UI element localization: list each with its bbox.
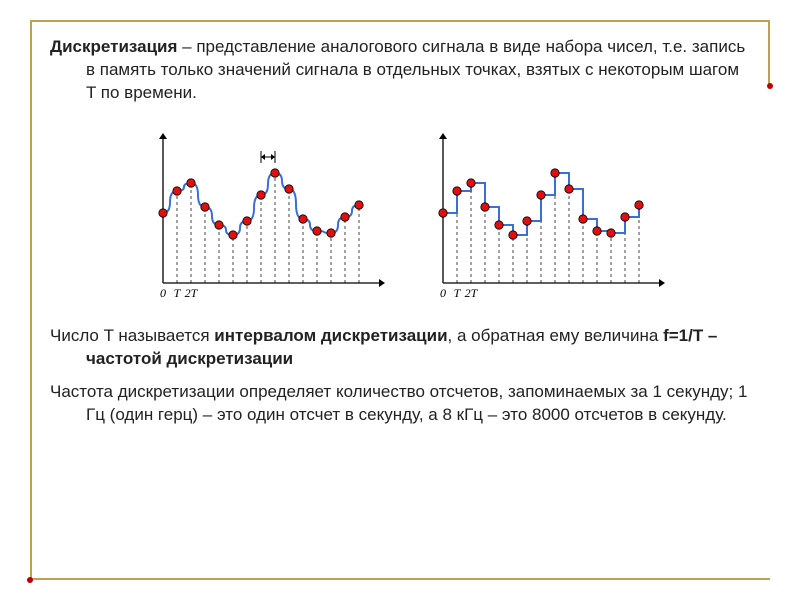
svg-text:T: T — [454, 286, 462, 300]
decor-border-left — [30, 20, 32, 580]
chart-quantized-steps: 0T2T — [415, 133, 665, 303]
slide-content: Дискретизация – представление аналоговог… — [50, 36, 750, 564]
charts-row: 0T2T 0T2T — [50, 133, 750, 303]
chart-analog-sampling: 0T2T — [135, 133, 385, 303]
decor-dot-top-right — [767, 83, 773, 89]
paragraph-frequency: Частота дискретизации определяет количес… — [50, 381, 750, 427]
interval-mid: , а обратная ему величина — [448, 326, 664, 345]
definition-text: – представление аналогового сигнала в ви… — [86, 37, 745, 102]
svg-text:2T: 2T — [465, 286, 479, 300]
interval-bold1: интервалом дискретизации — [214, 326, 447, 345]
svg-text:0: 0 — [160, 286, 166, 300]
paragraph-interval: Число T называется интервалом дискретиза… — [50, 325, 750, 371]
interval-pre: Число T называется — [50, 326, 214, 345]
svg-text:T: T — [174, 286, 182, 300]
decor-border-top — [30, 20, 770, 22]
decor-dot-bottom-left — [27, 577, 33, 583]
term-discretization: Дискретизация — [50, 37, 177, 56]
decor-border-bottom — [30, 578, 770, 580]
paragraph-definition: Дискретизация – представление аналоговог… — [50, 36, 750, 105]
svg-text:0: 0 — [440, 286, 446, 300]
svg-text:2T: 2T — [185, 286, 199, 300]
decor-border-right — [768, 20, 770, 86]
